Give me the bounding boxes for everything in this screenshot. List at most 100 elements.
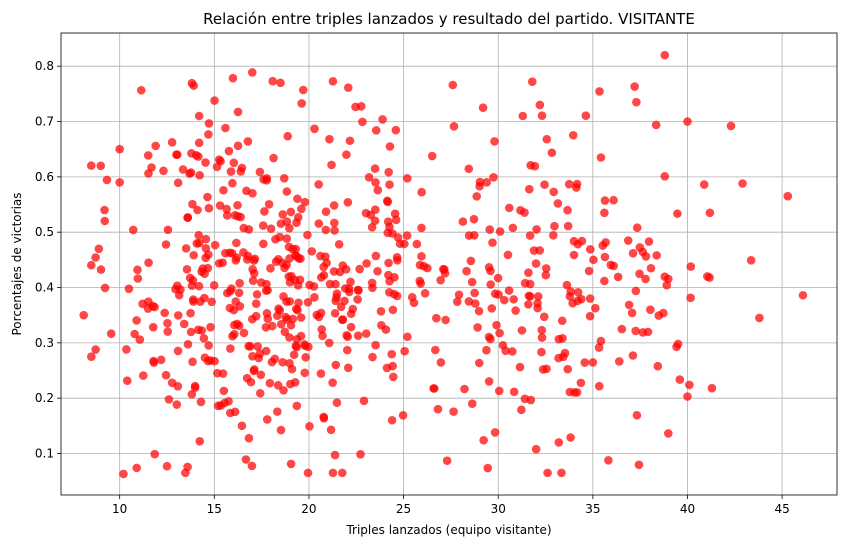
scatter-point xyxy=(359,396,369,406)
scatter-point xyxy=(344,287,354,297)
scatter-point xyxy=(489,173,498,182)
scatter-point xyxy=(187,281,197,291)
scatter-point xyxy=(600,252,610,262)
scatter-point xyxy=(328,378,337,387)
scatter-point xyxy=(368,352,377,362)
scatter-point xyxy=(297,204,306,214)
scatter-point xyxy=(143,151,153,160)
scatter-point xyxy=(195,436,205,446)
scatter-point xyxy=(537,333,547,342)
scatter-point xyxy=(244,433,254,443)
scatter-point xyxy=(86,161,96,170)
scatter-point xyxy=(524,184,534,194)
scatter-point xyxy=(529,246,539,255)
scatter-point xyxy=(462,266,471,276)
scatter-point xyxy=(356,102,366,111)
scatter-point xyxy=(233,107,243,117)
scatter-point xyxy=(409,298,419,308)
scatter-point xyxy=(469,231,479,240)
scatter-point xyxy=(371,178,380,187)
grid xyxy=(61,33,837,495)
scatter-point xyxy=(303,468,313,478)
scatter-point xyxy=(172,150,182,159)
scatter-point xyxy=(653,361,663,371)
scatter-point xyxy=(209,281,219,290)
scatter-point xyxy=(119,469,128,479)
scatter-point xyxy=(233,141,243,151)
scatter-point xyxy=(183,339,193,349)
scatter-point xyxy=(436,275,445,285)
scatter-point xyxy=(508,223,518,233)
scatter-point xyxy=(484,377,494,386)
scatter-point xyxy=(490,137,499,146)
scatter-point xyxy=(664,429,673,438)
scatter-point xyxy=(269,153,278,163)
scatter-point xyxy=(467,277,477,287)
scatter-point xyxy=(331,360,341,370)
scatter-point xyxy=(511,306,520,315)
scatter-point xyxy=(383,197,393,207)
y-tick-label: 0.1 xyxy=(35,447,54,461)
scatter-point xyxy=(613,272,623,282)
scatter-point xyxy=(654,311,664,320)
scatter-point xyxy=(86,260,96,270)
scatter-point xyxy=(228,178,237,188)
scatter-point xyxy=(568,130,578,140)
scatter-point xyxy=(594,381,604,391)
scatter-point xyxy=(685,380,694,390)
scatter-point xyxy=(189,250,199,260)
scatter-point xyxy=(570,388,579,397)
scatter-point xyxy=(328,76,338,86)
scatter-point xyxy=(144,169,153,178)
scatter-point xyxy=(214,259,224,268)
scatter-point xyxy=(660,172,670,181)
scatter-point xyxy=(285,223,294,233)
scatter-point xyxy=(346,277,355,287)
scatter-point xyxy=(261,286,271,295)
scatter-point xyxy=(231,255,241,265)
scatter-point xyxy=(596,336,606,346)
scatter-point xyxy=(196,397,206,407)
scatter-point xyxy=(580,358,590,367)
scatter-point xyxy=(388,372,398,382)
scatter-point xyxy=(798,290,808,300)
scatter-point xyxy=(287,364,297,374)
scatter-point xyxy=(533,292,543,301)
scatter-point xyxy=(282,234,292,243)
scatter-point xyxy=(478,103,488,112)
scatter-point xyxy=(631,326,641,336)
scatter-point xyxy=(342,150,351,159)
scatter-point xyxy=(524,291,534,301)
scatter-point xyxy=(207,297,216,307)
scatter-point xyxy=(398,411,408,420)
scatter-point xyxy=(783,191,793,201)
scatter-point xyxy=(96,265,106,274)
scatter-point xyxy=(535,100,545,110)
scatter-point xyxy=(389,289,399,299)
scatter-point xyxy=(297,99,307,108)
scatter-point xyxy=(632,410,642,420)
scatter-point xyxy=(276,78,285,88)
scatter-point xyxy=(651,120,661,130)
scatter-point xyxy=(265,378,275,388)
scatter-point xyxy=(199,334,209,343)
scatter-point xyxy=(554,438,564,447)
scatter-point xyxy=(186,308,195,318)
scatter-point xyxy=(337,315,347,325)
scatter-point xyxy=(549,231,558,240)
scatter-point xyxy=(262,176,271,185)
scatter-point xyxy=(494,386,504,396)
y-tick-label: 0.7 xyxy=(35,115,54,129)
scatter-point xyxy=(314,219,324,228)
scatter-point xyxy=(483,463,493,473)
scatter-point xyxy=(353,295,362,304)
scatter-point xyxy=(474,306,484,316)
scatter-point xyxy=(267,321,277,331)
scatter-point xyxy=(252,290,262,299)
scatter-point xyxy=(373,185,383,195)
scatter-point xyxy=(384,258,393,268)
scatter-point xyxy=(417,252,426,261)
scatter-point xyxy=(201,158,210,167)
scatter-point xyxy=(518,111,528,121)
scatter-point xyxy=(163,225,173,235)
